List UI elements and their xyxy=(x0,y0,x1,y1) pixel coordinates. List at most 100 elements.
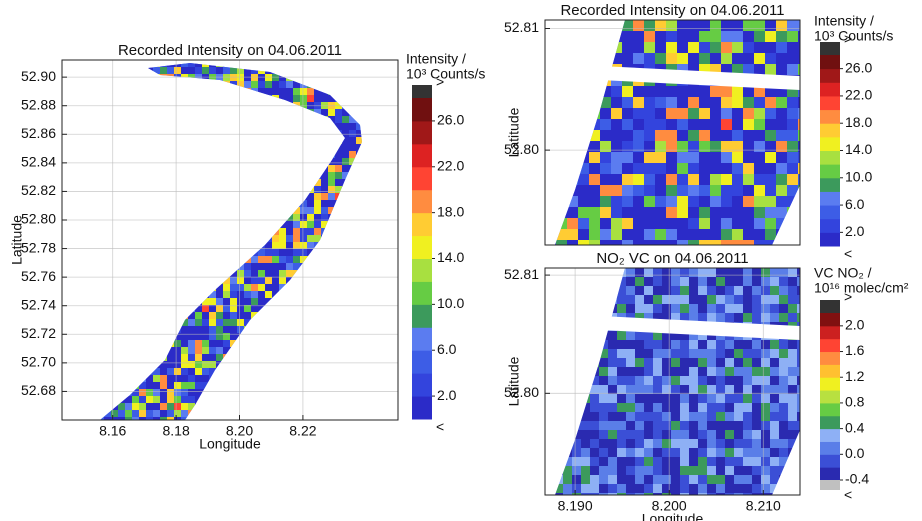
swath-cell xyxy=(230,228,237,235)
swath-cell xyxy=(223,403,230,410)
swath-cell xyxy=(286,270,293,277)
swath-cell xyxy=(761,448,770,457)
swath-cell xyxy=(581,394,590,403)
swath-cell xyxy=(797,340,806,349)
swath-cell xyxy=(321,361,328,368)
swath-cell xyxy=(174,60,181,67)
swath-cell xyxy=(251,88,258,95)
swath-cell xyxy=(599,286,608,295)
swath-cell xyxy=(761,358,770,367)
swath-cell xyxy=(195,221,202,228)
swath-cell xyxy=(272,284,279,291)
swath-cell xyxy=(797,376,806,385)
swath-cell xyxy=(146,368,153,375)
swath-cell xyxy=(62,158,69,165)
swath-cell xyxy=(76,396,83,403)
swath-cell xyxy=(83,123,90,130)
swath-cell xyxy=(321,158,328,165)
swath-cell xyxy=(377,256,384,263)
swath-cell xyxy=(721,86,732,97)
swath-cell xyxy=(572,313,581,322)
swath-cell xyxy=(662,286,671,295)
swath-cell xyxy=(237,109,244,116)
swath-cell xyxy=(391,172,398,179)
swath-cell xyxy=(104,172,111,179)
swath-cell xyxy=(581,439,590,448)
swath-cell xyxy=(216,95,223,102)
swath-cell xyxy=(653,277,662,286)
swath-cell xyxy=(244,326,251,333)
colorbar-tick-label: 2.0 xyxy=(845,317,865,333)
swath-cell xyxy=(622,42,633,53)
swath-cell xyxy=(272,291,279,298)
swath-cell xyxy=(653,421,662,430)
swath-cell xyxy=(286,382,293,389)
colorbar-tick-label: 14.0 xyxy=(437,249,464,265)
swath-cell xyxy=(779,484,788,493)
swath-cell xyxy=(195,95,202,102)
swath-cell xyxy=(293,235,300,242)
swath-cell xyxy=(230,151,237,158)
swath-cell xyxy=(572,385,581,394)
swath-cell xyxy=(689,295,698,304)
swath-cell xyxy=(111,67,118,74)
swath-cell xyxy=(97,263,104,270)
swath-cell xyxy=(644,358,653,367)
swath-cell xyxy=(111,235,118,242)
x-tick-label: 8.210 xyxy=(746,498,781,514)
swath-cell xyxy=(69,396,76,403)
swath-cell xyxy=(671,457,680,466)
swath-cell xyxy=(286,389,293,396)
swath-cell xyxy=(118,403,125,410)
swath-cell xyxy=(590,286,599,295)
swath-cell xyxy=(160,375,167,382)
swath-cell xyxy=(300,228,307,235)
swath-cell xyxy=(111,403,118,410)
swath-cell xyxy=(599,376,608,385)
swath-cell xyxy=(293,242,300,249)
swath-cell xyxy=(622,119,633,130)
swath-cell xyxy=(356,109,363,116)
swath-cell xyxy=(776,119,787,130)
swath-cell xyxy=(342,151,349,158)
swath-cell xyxy=(342,60,349,67)
colorbar-tick-label: 2.0 xyxy=(845,223,865,239)
swath-cell xyxy=(787,53,798,64)
swath-cell xyxy=(545,119,556,130)
swath-cell xyxy=(174,130,181,137)
swath-cell xyxy=(342,277,349,284)
swath-cell xyxy=(600,20,611,31)
swath-cell xyxy=(662,277,671,286)
swath-cell xyxy=(181,298,188,305)
swath-cell xyxy=(335,186,342,193)
swath-cell xyxy=(370,270,377,277)
swath-cell xyxy=(776,152,787,163)
swath-cell xyxy=(578,163,589,174)
swath-cell xyxy=(716,268,725,277)
swath-cell xyxy=(622,163,633,174)
y-tick-label: 52.76 xyxy=(21,268,56,284)
swath-cell xyxy=(300,116,307,123)
swath-cell xyxy=(118,340,125,347)
swath-cell xyxy=(272,270,279,277)
swath-cell xyxy=(554,403,563,412)
swath-cell xyxy=(779,394,788,403)
swath-cell xyxy=(209,319,216,326)
swath-cell xyxy=(62,200,69,207)
swath-cell xyxy=(139,277,146,284)
swath-cell xyxy=(765,130,776,141)
swath-cell xyxy=(265,130,272,137)
swath-cell xyxy=(699,229,710,240)
swath-cell xyxy=(611,185,622,196)
swath-cell xyxy=(788,385,797,394)
swath-cell xyxy=(545,457,554,466)
swath-cell xyxy=(258,347,265,354)
swath-cell xyxy=(734,403,743,412)
swath-cell xyxy=(125,186,132,193)
swath-cell xyxy=(258,60,265,67)
swath-cell xyxy=(223,270,230,277)
swath-cell xyxy=(286,151,293,158)
swath-cell xyxy=(314,193,321,200)
swath-cell xyxy=(279,228,286,235)
swath-cell xyxy=(160,172,167,179)
